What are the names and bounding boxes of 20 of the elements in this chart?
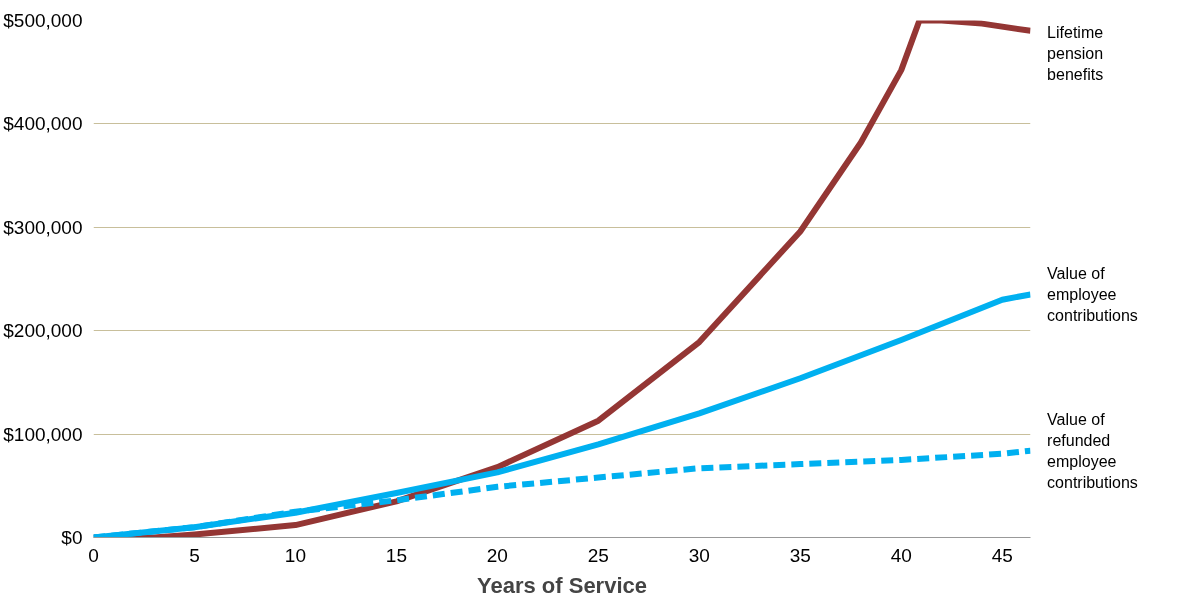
x-tick-label: 45: [991, 544, 1013, 566]
x-tick-label: 20: [486, 544, 508, 566]
y-tick-label: $0: [61, 527, 83, 548]
x-tick-label: 30: [688, 544, 710, 566]
x-tick-label: 40: [890, 544, 912, 566]
x-tick-label: 0: [88, 544, 99, 566]
y-tick-label: $400,000: [3, 113, 83, 135]
series-label: Lifetime pension benefits: [1047, 23, 1104, 84]
y-tick-label: $200,000: [3, 320, 83, 342]
x-tick-label: 15: [385, 544, 407, 566]
x-axis-title: Years of Service: [477, 572, 648, 598]
series-label: Value of refunded employee contributions: [1047, 410, 1138, 492]
series-label: Value of employee contributions: [1047, 264, 1138, 325]
x-tick-label: 5: [189, 544, 200, 566]
y-tick-label: $500,000: [3, 10, 83, 31]
y-tick-label: $300,000: [3, 216, 83, 238]
x-tick-label: 25: [587, 544, 609, 566]
x-tick-label: 35: [789, 544, 811, 566]
x-tick-label: 10: [284, 544, 307, 566]
y-tick-label: $100,000: [3, 423, 83, 445]
